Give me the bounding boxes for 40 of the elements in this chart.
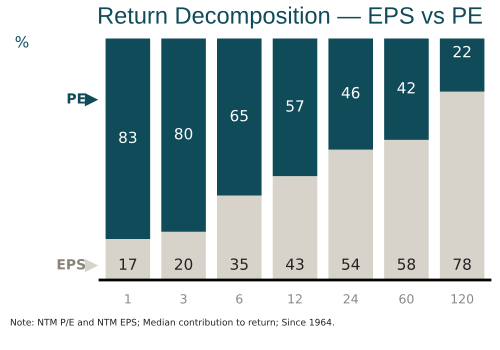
bar (328, 38, 373, 150)
data-label: 17 (120, 258, 136, 270)
bar (217, 195, 262, 280)
data-label: 42 (397, 82, 415, 94)
bar (106, 38, 150, 239)
data-label: 46 (342, 86, 360, 98)
bar (106, 238, 150, 280)
x-tick-label: 24 (344, 294, 358, 304)
data-label: 35 (230, 258, 248, 270)
y-axis-title: % (16, 36, 28, 48)
chart-title: Return Decomposition — EPS vs PE (99, 6, 482, 29)
x-tick-label: 3 (180, 294, 187, 304)
bar (384, 38, 429, 140)
legend-label: PE (68, 93, 86, 104)
x-tick-label: 12 (288, 294, 302, 304)
data-label: 58 (398, 258, 416, 270)
data-label: 57 (286, 100, 304, 112)
bar (272, 176, 318, 280)
bar (272, 38, 318, 176)
data-label: 65 (230, 110, 248, 122)
bar (161, 232, 206, 280)
data-label: 43 (286, 258, 304, 270)
bar (328, 150, 373, 280)
bar (161, 38, 206, 232)
bar (440, 38, 484, 92)
bar (384, 140, 429, 280)
x-tick-label: 120 (452, 294, 474, 304)
bar (217, 38, 262, 196)
data-label: 80 (174, 128, 192, 140)
legend-label: EPS (58, 259, 86, 270)
data-label: 22 (454, 46, 470, 58)
data-label: 83 (119, 132, 136, 144)
data-label: 20 (174, 258, 192, 270)
x-tick-label: 1 (125, 294, 131, 304)
data-label: 78 (454, 258, 471, 270)
bar (440, 92, 484, 280)
x-tick-label: 6 (236, 294, 242, 304)
x-tick-label: 60 (399, 294, 414, 304)
text: Note: NTM P/E and NTM EPS; Median contribution to return; Since 1964. (10, 318, 334, 327)
data-label: 54 (342, 258, 360, 270)
